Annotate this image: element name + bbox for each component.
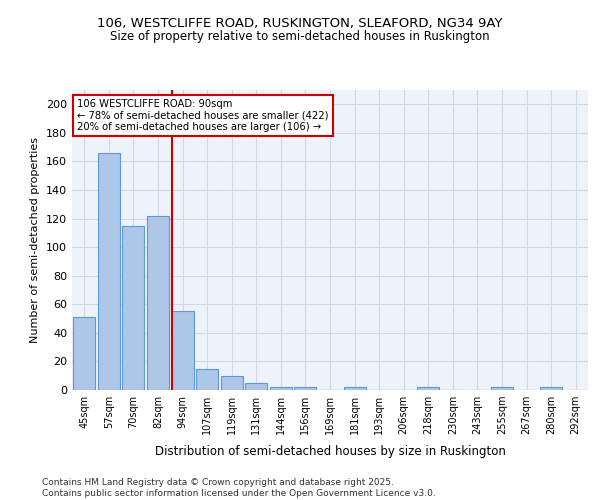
Text: 106, WESTCLIFFE ROAD, RUSKINGTON, SLEAFORD, NG34 9AY: 106, WESTCLIFFE ROAD, RUSKINGTON, SLEAFO… bbox=[97, 18, 503, 30]
Bar bbox=[417, 387, 439, 390]
Bar bbox=[270, 387, 292, 390]
Bar bbox=[295, 387, 316, 390]
Bar bbox=[172, 312, 194, 390]
Bar bbox=[221, 376, 243, 390]
Text: Contains HM Land Registry data © Crown copyright and database right 2025.
Contai: Contains HM Land Registry data © Crown c… bbox=[42, 478, 436, 498]
Bar bbox=[73, 317, 95, 390]
Bar bbox=[122, 226, 145, 390]
Bar bbox=[344, 387, 365, 390]
Bar bbox=[98, 153, 120, 390]
Bar bbox=[491, 387, 513, 390]
Bar bbox=[540, 387, 562, 390]
Y-axis label: Number of semi-detached properties: Number of semi-detached properties bbox=[31, 137, 40, 343]
Text: Size of property relative to semi-detached houses in Ruskington: Size of property relative to semi-detach… bbox=[110, 30, 490, 43]
Text: 106 WESTCLIFFE ROAD: 90sqm
← 78% of semi-detached houses are smaller (422)
20% o: 106 WESTCLIFFE ROAD: 90sqm ← 78% of semi… bbox=[77, 99, 329, 132]
X-axis label: Distribution of semi-detached houses by size in Ruskington: Distribution of semi-detached houses by … bbox=[155, 446, 505, 458]
Bar bbox=[196, 368, 218, 390]
Bar bbox=[147, 216, 169, 390]
Bar bbox=[245, 383, 268, 390]
